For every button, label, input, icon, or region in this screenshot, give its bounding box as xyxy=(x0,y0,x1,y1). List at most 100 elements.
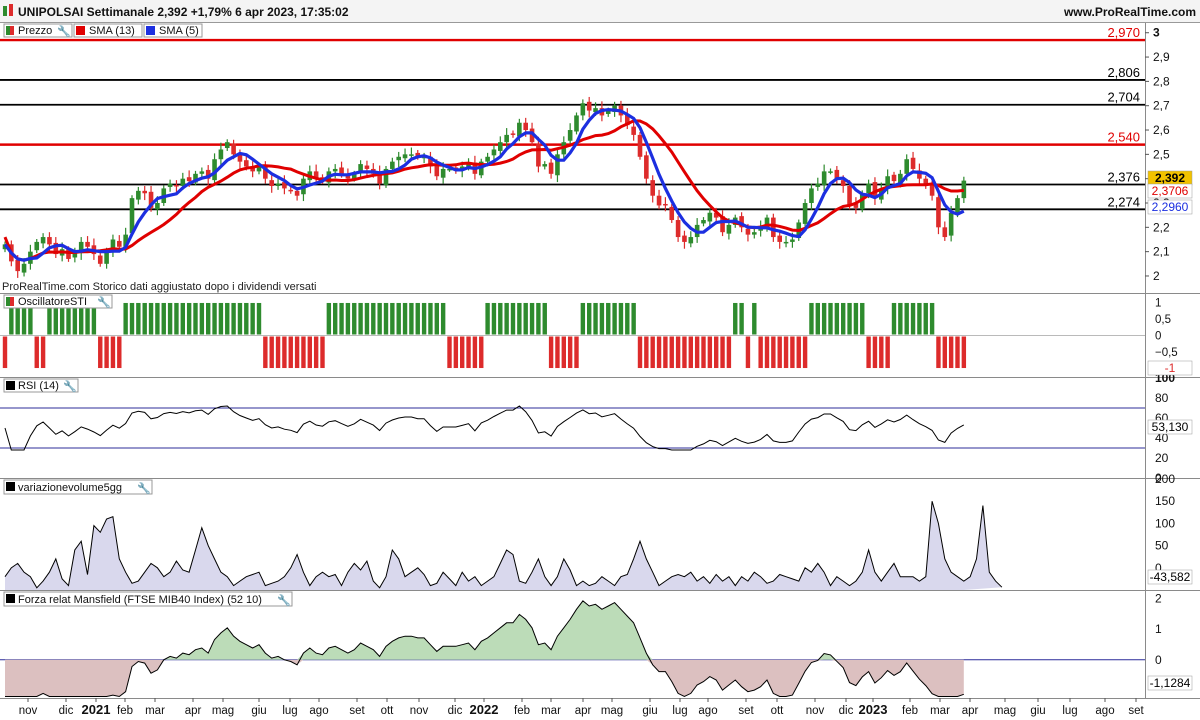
candle-body xyxy=(148,191,154,208)
candle-body xyxy=(351,173,357,179)
sti-bar-positive xyxy=(733,302,738,335)
price-levels: 2,970 2,806 2,704 2,540 2,376 2,274 xyxy=(0,25,1145,211)
candle-body xyxy=(840,180,846,186)
wrench-icon[interactable]: 🔧 xyxy=(97,295,111,309)
candle-body xyxy=(504,134,509,143)
x-tick-label: 2023 xyxy=(859,702,888,717)
price-level-label: 2,806 xyxy=(1107,65,1140,80)
x-tick-label: ott xyxy=(771,705,785,717)
sti-bar-positive xyxy=(847,302,852,335)
mansfield-swatch xyxy=(6,594,15,603)
candle-body xyxy=(186,177,192,182)
sti-bar-positive xyxy=(834,302,840,335)
sti-bar-positive xyxy=(631,302,636,335)
candle-body xyxy=(53,242,59,255)
candle-body xyxy=(136,190,141,200)
sti-bar-positive xyxy=(739,302,744,335)
sti-bar-positive xyxy=(523,302,528,335)
sti-bar-negative xyxy=(313,336,319,369)
volume-tick-label: 50 xyxy=(1155,539,1169,553)
candle-body xyxy=(872,182,878,199)
candle-body xyxy=(688,237,694,244)
sti-bar-positive xyxy=(910,302,916,335)
rsi-last-badge: 53,130 xyxy=(1152,420,1189,434)
candle-body xyxy=(536,143,541,167)
sti-bar-negative xyxy=(796,336,801,369)
price-tick-label: 2,7 xyxy=(1153,99,1170,113)
last-price-badge: 2,392 xyxy=(1155,171,1185,185)
price-tick-label: 2,6 xyxy=(1153,123,1170,137)
sti-bar-positive xyxy=(498,302,503,335)
sti-bar-positive xyxy=(923,302,928,335)
sti-bar-positive xyxy=(917,302,922,335)
candle-body xyxy=(117,240,122,247)
sti-bar-positive xyxy=(860,302,865,335)
candle-body xyxy=(491,149,497,156)
sti-bar-positive xyxy=(167,302,173,335)
sti-bar-positive xyxy=(155,302,160,335)
sti-bar-negative xyxy=(777,336,782,369)
sti-bar-positive xyxy=(237,302,243,335)
sti-bar-positive xyxy=(193,302,198,335)
rsi-swatch xyxy=(6,381,15,390)
candle-body xyxy=(910,157,916,169)
sti-bar-negative xyxy=(783,336,789,369)
sti-bar-negative xyxy=(701,336,706,369)
mansfield-positive-area xyxy=(5,600,964,660)
candle-body xyxy=(650,180,655,196)
sti-last-badge-bg xyxy=(1147,360,1193,376)
x-tick-label: giu xyxy=(251,705,266,717)
sti-legend-box[interactable] xyxy=(3,294,113,309)
rsi-tick-label: 80 xyxy=(1155,391,1169,405)
candle-body xyxy=(866,183,871,194)
legend-price: Prezzo xyxy=(18,25,52,37)
site-link[interactable]: www.ProRealTime.com xyxy=(1063,5,1196,19)
app-icon xyxy=(3,4,13,16)
volume-swatch xyxy=(6,482,15,491)
sti-bar-negative xyxy=(110,336,116,369)
rsi-legend-box[interactable] xyxy=(3,378,79,393)
sti-bar-positive xyxy=(828,302,833,335)
candle-body xyxy=(707,212,713,222)
candle-body xyxy=(815,183,821,187)
price-level-label: 2,540 xyxy=(1107,130,1140,145)
wrench-icon[interactable]: 🔧 xyxy=(63,379,77,393)
price-level-label: 2,704 xyxy=(1107,90,1140,105)
x-tick-label: lug xyxy=(1062,705,1077,717)
x-tick-label: lug xyxy=(672,705,687,717)
candle-body xyxy=(390,161,395,169)
panel-frames xyxy=(0,23,1200,699)
sti-bar-negative xyxy=(447,336,452,369)
candle-body xyxy=(110,239,116,251)
x-tick-label: dic xyxy=(59,705,74,717)
candle-body xyxy=(847,185,852,206)
candle-body xyxy=(332,168,338,172)
sma13-legend-box[interactable] xyxy=(73,23,143,38)
candle-body xyxy=(669,206,675,221)
candle-body xyxy=(167,183,173,187)
wrench-icon[interactable]: 🔧 xyxy=(277,593,291,607)
price-tick-label: 2,2 xyxy=(1153,220,1170,234)
candle-body xyxy=(656,195,662,206)
candle-body xyxy=(605,110,611,114)
wrench-icon[interactable]: 🔧 xyxy=(57,24,71,38)
sti-bar-positive xyxy=(244,302,249,335)
volume-legend-box[interactable] xyxy=(3,479,153,495)
sti-bar-positive xyxy=(212,302,217,335)
sti-bar-positive xyxy=(929,302,935,335)
x-tick-label: apr xyxy=(962,705,979,717)
price-legend-box[interactable] xyxy=(3,23,73,38)
sma5-legend-box[interactable] xyxy=(143,23,203,38)
sti-bar-positive xyxy=(536,302,541,335)
sti-bar-negative xyxy=(745,336,751,369)
candle-body xyxy=(517,122,522,137)
candle-body xyxy=(447,168,452,171)
price-level-label: 2,970 xyxy=(1107,25,1140,40)
sti-bar-positive xyxy=(91,302,97,335)
wrench-icon[interactable]: 🔧 xyxy=(137,481,151,495)
mansfield-legend-box[interactable] xyxy=(3,591,293,607)
candle-body xyxy=(713,212,719,218)
sti-bar-positive xyxy=(504,302,509,335)
candle-body xyxy=(891,174,897,182)
sti-bar-negative xyxy=(117,336,122,369)
